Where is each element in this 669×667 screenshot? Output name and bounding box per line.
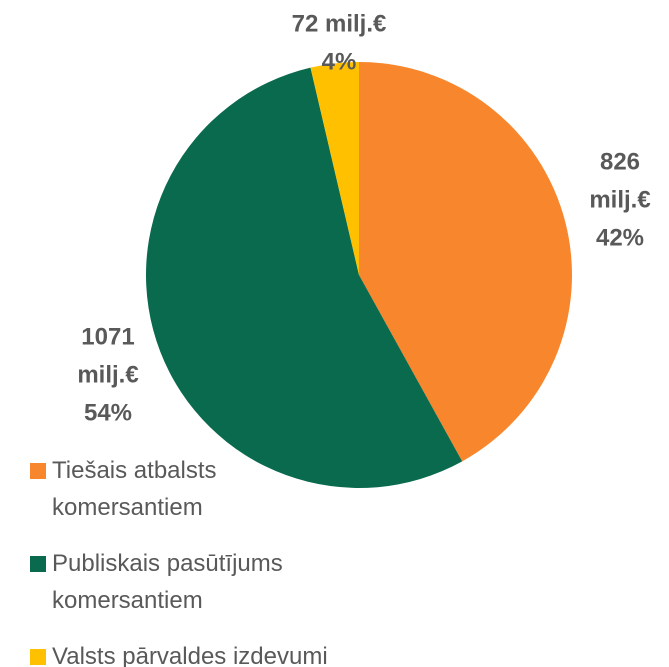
legend-label: Tiešais atbalsts komersantiem	[52, 457, 217, 521]
data-label: milj.€	[77, 361, 138, 388]
data-label: 1071	[81, 323, 134, 350]
data-label: 72 milj.€	[292, 10, 387, 37]
data-label: 4%	[322, 48, 357, 75]
legend-swatch	[30, 649, 46, 665]
pie-slice	[359, 62, 573, 462]
legend-swatch	[30, 556, 46, 572]
legend: Tiešais atbalsts komersantiem Publiskais …	[30, 452, 350, 667]
pie-slice	[310, 62, 359, 275]
legend-label: Valsts pārvaldes izdevumi	[52, 643, 328, 667]
pie-slice	[146, 67, 463, 488]
legend-item: Valsts pārvaldes izdevumi	[30, 638, 350, 667]
data-label: 826	[600, 148, 640, 175]
data-label: 42%	[596, 224, 644, 251]
data-label: milj.€	[589, 186, 650, 213]
legend-item: Tiešais atbalsts komersantiem	[30, 452, 350, 526]
legend-swatch	[30, 463, 46, 479]
data-label: 54%	[84, 399, 132, 426]
legend-item: Publiskais pasūtījums komersantiem	[30, 545, 350, 619]
legend-label: Publiskais pasūtījums komersantiem	[52, 550, 283, 614]
